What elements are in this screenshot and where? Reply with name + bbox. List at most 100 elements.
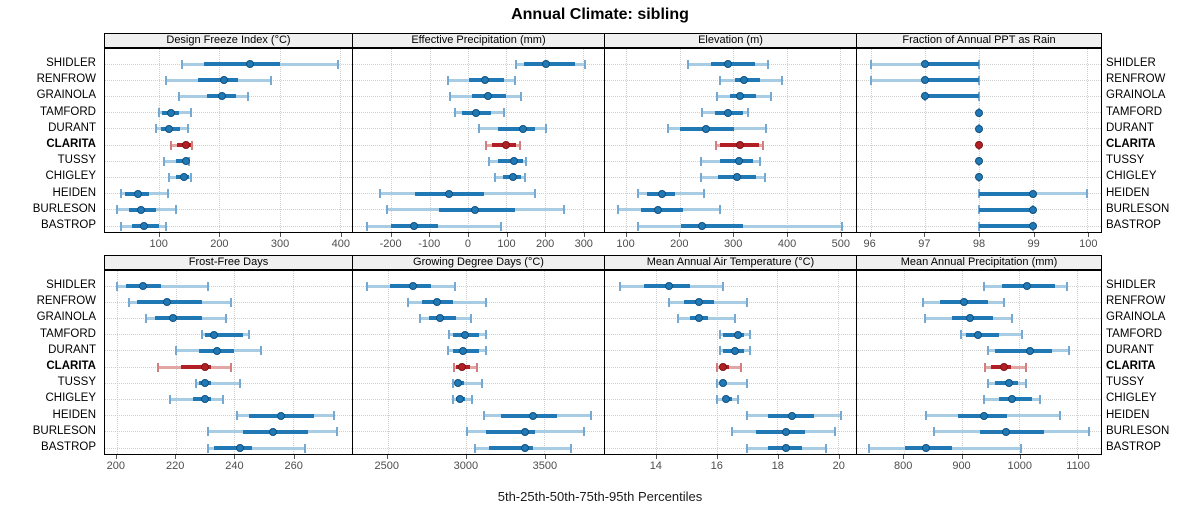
axis-effective-precipitation: -200 -100 0 100 200 300 [352,233,605,253]
whisker-cap [746,411,749,421]
axis-mean-annual-precipitation: 800 900 1000 1100 [856,455,1102,475]
whisker-cap [119,189,122,199]
range-p25-p75 [204,332,244,337]
whisker-cap [191,140,194,150]
median-dot [1025,346,1034,355]
gridline-horizontal [105,112,352,114]
median-dot [162,298,171,307]
station-label-tamford: TAMFORD [1106,105,1163,118]
median-dot [1005,379,1014,388]
axis-tick [158,233,160,237]
gridline-vertical [429,49,431,232]
axis-tick-label: 98 [972,238,986,250]
whisker-cap [637,189,640,199]
whisker-cap [523,172,526,182]
gridline-vertical [1019,271,1021,454]
median-dot [541,60,550,68]
whisker-cap [246,91,249,101]
whisker-cap [987,346,990,356]
gridline-horizontal [353,63,604,65]
panel-title: Growing Degree Days (°C) [413,256,544,268]
whisker-cap [206,281,209,291]
whisker-cap [762,140,765,150]
axis-tick-label: -200 [379,238,402,250]
gridline-horizontal [605,209,856,211]
median-dot [436,314,445,323]
axis-tick-label: 220 [165,460,185,472]
station-label-burleson: BURLESON [1106,202,1170,215]
station-label-heiden: HEIDEN [1106,408,1150,421]
whisker-cap [448,330,451,340]
whisker-cap [667,297,670,307]
whisker-cap [716,91,719,101]
median-dot [1022,282,1031,290]
median-dot [484,92,493,101]
panel-fraction-annual-ppt-as-rain [856,48,1102,233]
station-label-chigley: CHIGLEY [45,170,97,183]
median-dot [721,395,730,404]
gridline-horizontal [105,193,352,195]
range-p25-p75 [722,332,745,337]
panel-strip-growing-degree-days: Growing Degree Days (°C) [352,255,605,270]
gridline-horizontal [353,176,604,178]
station-label-shidler: SHIDLER [46,279,96,291]
whisker-cap [715,378,718,388]
range-p25-p75 [181,365,211,369]
median-dot [179,173,188,182]
axis-tick [1078,455,1080,459]
whisker-cap [164,221,167,231]
gridline-horizontal [105,317,352,319]
axis-tick-label: 97 [918,238,931,250]
median-dot [975,124,983,133]
whisker-cap [453,362,456,372]
whisker-cap [419,313,422,323]
range-p25-p75 [489,446,534,450]
axis-tick-label: 300 [574,238,593,250]
whisker-cap [494,172,497,182]
range-p5-p95 [716,365,742,369]
whisker-cap [731,427,733,437]
whisker-cap [686,59,689,69]
median-dot [181,141,190,149]
station-label-durant: DURANT [1106,121,1154,134]
whisker-cap [699,172,702,182]
median-dot [920,92,929,101]
median-dot [236,444,245,452]
whisker-cap [236,411,239,421]
median-dot [432,298,441,307]
whisker-cap [189,108,192,118]
median-dot [458,363,467,371]
whisker-cap [379,189,382,199]
whisker-cap [156,362,159,372]
panel-strip-frost-free-days: Frost-Free Days [104,255,353,270]
median-dot [959,298,968,307]
gridline-vertical [279,49,281,232]
median-dot [718,363,727,371]
whisker-cap [619,281,622,291]
whisker-cap [562,205,565,215]
median-dot [975,108,983,117]
median-dot [268,427,277,436]
whisker-cap [1024,378,1027,388]
axis-tick [716,455,718,459]
median-dot [782,444,791,452]
gridline-vertical [837,271,839,454]
whisker-cap [452,378,455,388]
whisker-cap [702,189,705,199]
axis-tick-label: 200 [670,238,689,250]
station-label-clarita: CLARITA [1106,360,1156,372]
median-dot [724,108,733,117]
whisker-cap [747,108,750,118]
gridline-horizontal [353,366,604,368]
axis-tick-label: 200 [535,238,555,250]
gridline-vertical [839,49,841,232]
panel-frost-free-days [104,270,353,455]
whisker-cap [478,124,481,134]
axis-tick-label: 240 [225,460,244,472]
gridline-horizontal [857,285,1101,287]
gridline-horizontal [105,398,352,400]
gridline-horizontal [105,285,352,287]
whisker-cap [259,346,262,356]
median-dot [245,60,254,68]
median-dot [220,76,229,85]
